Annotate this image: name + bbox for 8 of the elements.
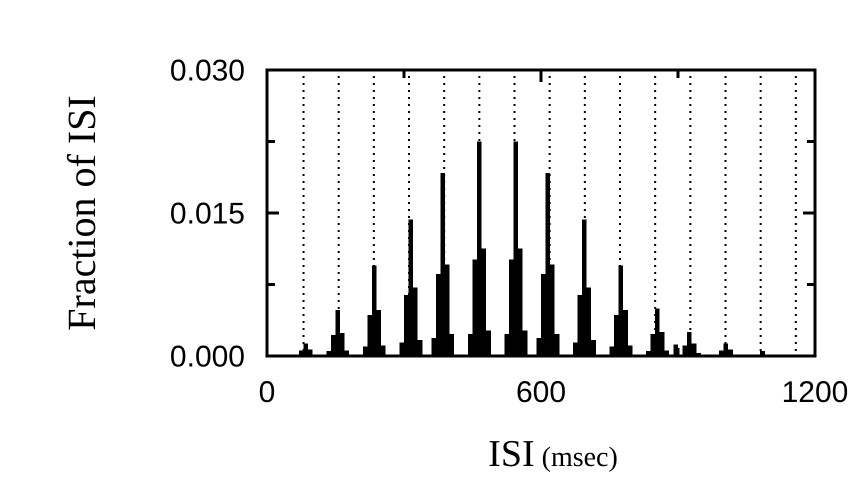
y-tick-label: 0.030 — [170, 54, 245, 88]
x-tick-label: 600 — [516, 376, 566, 409]
y-tick-label: 0.000 — [170, 340, 245, 374]
x-tick-label: 1200 — [782, 376, 848, 409]
y-tick-label: 0.015 — [170, 198, 245, 230]
y-axis-title: Fraction of ISI — [59, 95, 104, 331]
x-axis-title: ISI (msec) — [488, 433, 618, 475]
x-tick-label: 0 — [258, 376, 276, 409]
